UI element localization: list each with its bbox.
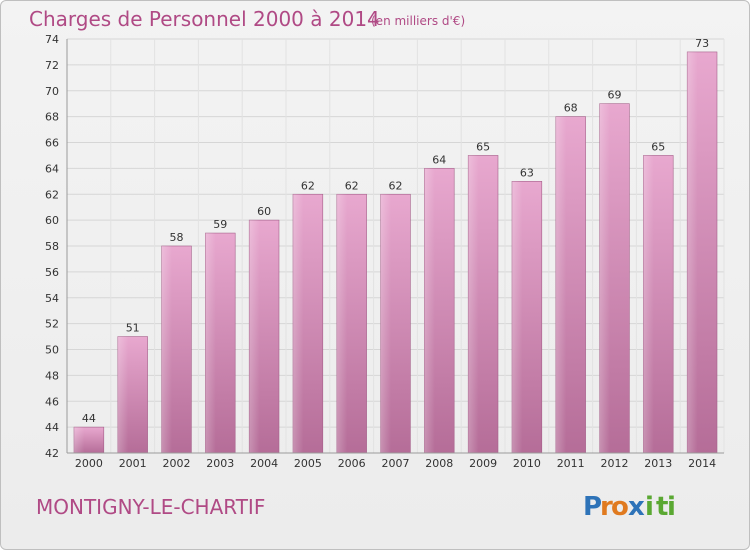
bar-highlight bbox=[117, 336, 129, 453]
x-tick-label: 2006 bbox=[338, 457, 366, 470]
data-label: 58 bbox=[170, 231, 184, 244]
data-label: 44 bbox=[82, 412, 96, 425]
bar-highlight bbox=[74, 427, 85, 453]
y-tick-label: 58 bbox=[45, 240, 59, 253]
y-tick-label: 72 bbox=[45, 59, 59, 72]
data-label: 51 bbox=[126, 322, 140, 335]
bar-highlight bbox=[555, 116, 567, 453]
chart-title: Charges de Personnel 2000 à 2014 bbox=[29, 7, 380, 31]
data-label: 64 bbox=[432, 153, 446, 166]
y-tick-label: 48 bbox=[45, 369, 59, 382]
x-tick-label: 2014 bbox=[688, 457, 716, 470]
bar-highlight bbox=[380, 194, 392, 453]
x-tick-label: 2008 bbox=[425, 457, 453, 470]
x-tick-label: 2012 bbox=[601, 457, 629, 470]
x-tick-label: 2011 bbox=[557, 457, 585, 470]
chart-subtitle: (en milliers d'€) bbox=[371, 14, 466, 28]
x-tick-label: 2010 bbox=[513, 457, 541, 470]
logo-letter: i bbox=[645, 492, 654, 522]
logo-letter: x bbox=[628, 492, 645, 522]
logo-letter: o bbox=[611, 492, 629, 522]
bar-highlight bbox=[512, 181, 523, 453]
bar-highlight bbox=[599, 103, 611, 453]
bar-highlight bbox=[424, 168, 435, 453]
data-label: 59 bbox=[213, 218, 227, 231]
data-label: 62 bbox=[389, 179, 403, 192]
y-tick-label: 52 bbox=[45, 318, 59, 331]
logo-letter: P bbox=[583, 492, 602, 522]
x-tick-label: 2005 bbox=[294, 457, 322, 470]
y-tick-label: 74 bbox=[45, 33, 59, 46]
logo-letter: t bbox=[656, 492, 668, 522]
x-tick-label: 2002 bbox=[163, 457, 191, 470]
place-name: MONTIGNY-LE-CHARTIF bbox=[36, 495, 266, 519]
proxiti-logo: Pro x i ti bbox=[583, 492, 676, 522]
bar-highlight bbox=[205, 233, 216, 453]
bar-highlight bbox=[336, 194, 348, 453]
bar-highlight bbox=[468, 155, 479, 453]
logo-letter: r bbox=[600, 492, 613, 522]
data-label: 62 bbox=[301, 179, 315, 192]
data-label: 65 bbox=[476, 140, 490, 153]
y-tick-label: 54 bbox=[45, 292, 59, 305]
x-tick-label: 2007 bbox=[382, 457, 410, 470]
x-tick-label: 2009 bbox=[469, 457, 497, 470]
bar-highlight bbox=[161, 246, 173, 453]
y-tick-label: 70 bbox=[45, 85, 59, 98]
y-tick-label: 60 bbox=[45, 214, 59, 227]
x-tick-label: 2013 bbox=[644, 457, 672, 470]
data-label: 68 bbox=[564, 102, 578, 115]
x-tick-label: 2003 bbox=[206, 457, 234, 470]
y-tick-label: 44 bbox=[45, 421, 59, 434]
bar-highlight bbox=[643, 155, 654, 453]
data-label: 60 bbox=[257, 205, 271, 218]
data-label: 63 bbox=[520, 166, 534, 179]
bar-highlight bbox=[293, 194, 304, 453]
data-label: 69 bbox=[608, 89, 622, 102]
data-label: 62 bbox=[345, 179, 359, 192]
bar-highlight bbox=[249, 220, 260, 453]
y-tick-label: 64 bbox=[45, 162, 59, 175]
y-tick-label: 68 bbox=[45, 111, 59, 124]
y-tick-label: 46 bbox=[45, 395, 59, 408]
y-tick-label: 42 bbox=[45, 447, 59, 460]
y-tick-label: 62 bbox=[45, 188, 59, 201]
y-tick-label: 66 bbox=[45, 137, 59, 150]
bar-highlight bbox=[687, 51, 698, 453]
data-label: 73 bbox=[695, 37, 709, 50]
y-tick-label: 56 bbox=[45, 266, 59, 279]
data-label: 65 bbox=[651, 140, 665, 153]
x-tick-label: 2000 bbox=[75, 457, 103, 470]
logo-letter: i bbox=[667, 492, 676, 522]
x-tick-label: 2004 bbox=[250, 457, 278, 470]
y-tick-label: 50 bbox=[45, 344, 59, 357]
x-tick-label: 2001 bbox=[119, 457, 147, 470]
